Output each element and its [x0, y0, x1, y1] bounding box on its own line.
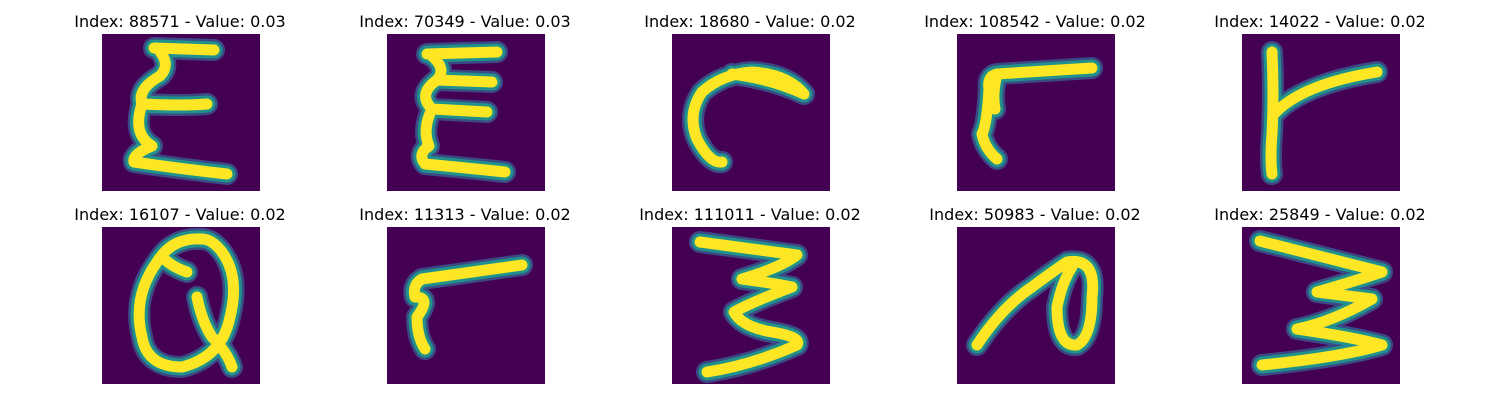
glyph-image: [957, 34, 1115, 191]
glyph-image: [672, 227, 830, 384]
digit-image: [1242, 227, 1400, 384]
panel-title: Index: 16107 - Value: 0.02: [74, 205, 286, 224]
panel-title: Index: 70349 - Value: 0.03: [359, 12, 571, 31]
panel-title: Index: 111011 - Value: 0.02: [639, 205, 861, 224]
glyph-image: [102, 227, 260, 384]
panel-title: Index: 50983 - Value: 0.02: [929, 205, 1141, 224]
glyph-image: [672, 34, 830, 191]
panel-title: Index: 14022 - Value: 0.02: [1214, 12, 1426, 31]
image-panel-9: Index: 50983 - Value: 0.02: [895, 205, 1175, 385]
digit-image: [1242, 34, 1400, 191]
glyph-image: [1242, 34, 1400, 191]
digit-image: [957, 34, 1115, 191]
image-panel-5: Index: 14022 - Value: 0.02: [1180, 12, 1460, 192]
glyph-image: [387, 34, 545, 191]
glyph-image: [957, 227, 1115, 384]
panel-title: Index: 18680 - Value: 0.02: [644, 12, 856, 31]
panel-title: Index: 108542 - Value: 0.02: [924, 12, 1146, 31]
digit-image: [672, 227, 830, 384]
image-panel-6: Index: 16107 - Value: 0.02: [40, 205, 320, 385]
digit-image: [957, 227, 1115, 384]
image-panel-2: Index: 70349 - Value: 0.03: [325, 12, 605, 192]
glyph-image: [387, 227, 545, 384]
image-panel-10: Index: 25849 - Value: 0.02: [1180, 205, 1460, 385]
image-panel-7: Index: 11313 - Value: 0.02: [325, 205, 605, 385]
digit-image: [102, 227, 260, 384]
glyph-image: [1242, 227, 1400, 384]
digit-image: [387, 227, 545, 384]
panel-title: Index: 11313 - Value: 0.02: [359, 205, 571, 224]
glyph-image: [102, 34, 260, 191]
image-panel-1: Index: 88571 - Value: 0.03: [40, 12, 320, 192]
digit-image: [672, 34, 830, 191]
panel-title: Index: 25849 - Value: 0.02: [1214, 205, 1426, 224]
digit-image: [387, 34, 545, 191]
image-panel-4: Index: 108542 - Value: 0.02: [895, 12, 1175, 192]
digit-image: [102, 34, 260, 191]
panel-title: Index: 88571 - Value: 0.03: [74, 12, 286, 31]
image-panel-3: Index: 18680 - Value: 0.02: [610, 12, 890, 192]
image-panel-8: Index: 111011 - Value: 0.02: [610, 205, 890, 385]
